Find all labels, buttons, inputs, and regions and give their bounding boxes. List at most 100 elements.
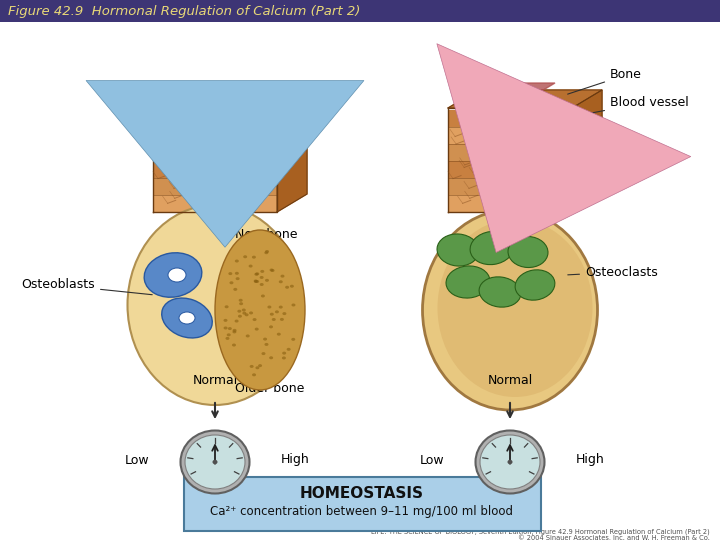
Ellipse shape [235,272,239,275]
Ellipse shape [228,327,232,330]
Ellipse shape [508,237,548,267]
Ellipse shape [265,250,269,253]
Text: Older bone: Older bone [235,373,305,395]
Ellipse shape [292,303,295,307]
Ellipse shape [181,430,250,494]
Text: Normal: Normal [192,374,238,387]
Ellipse shape [508,460,513,464]
Ellipse shape [475,430,544,494]
Polygon shape [185,83,260,92]
Ellipse shape [258,364,262,367]
Text: Blood vessel: Blood vessel [568,96,689,118]
Ellipse shape [233,330,236,333]
Ellipse shape [212,460,217,464]
Bar [153,127,278,144]
Text: Osteoblasts: Osteoblasts [22,279,152,295]
Polygon shape [480,83,555,92]
Ellipse shape [287,348,291,351]
Ellipse shape [254,273,258,276]
Ellipse shape [271,269,274,272]
Ellipse shape [162,298,212,338]
Ellipse shape [270,313,274,316]
Ellipse shape [235,320,238,322]
Ellipse shape [281,275,284,278]
Ellipse shape [280,318,284,321]
FancyBboxPatch shape [0,0,720,22]
Ellipse shape [239,299,243,302]
Ellipse shape [228,272,233,275]
Ellipse shape [238,315,242,318]
Ellipse shape [261,294,265,298]
Ellipse shape [168,268,186,282]
Ellipse shape [253,318,256,321]
Ellipse shape [246,334,250,338]
Ellipse shape [249,312,253,314]
Ellipse shape [267,306,271,308]
Bar [153,144,278,161]
Ellipse shape [255,280,259,283]
Ellipse shape [269,268,274,272]
Ellipse shape [446,266,490,298]
Polygon shape [448,90,602,108]
Text: Figure 42.9  Hormonal Regulation of Calcium (Part 2): Figure 42.9 Hormonal Regulation of Calci… [8,4,361,17]
Text: Low: Low [125,454,149,467]
Ellipse shape [423,210,598,410]
Ellipse shape [238,310,241,313]
FancyBboxPatch shape [206,121,224,203]
Text: Ca²⁺ concentration between 9–11 mg/100 ml blood: Ca²⁺ concentration between 9–11 mg/100 m… [210,505,513,518]
Ellipse shape [276,333,281,336]
Bar [153,178,278,195]
Ellipse shape [292,338,295,341]
Ellipse shape [256,272,259,275]
Ellipse shape [261,352,266,355]
Bar [448,161,573,178]
Ellipse shape [144,253,202,297]
Text: New bone: New bone [235,228,297,262]
Text: LIFE: THE SCIENCE OF BIOLOGY, Seventh Edition, Figure 42.9 Hormonal Regulation o: LIFE: THE SCIENCE OF BIOLOGY, Seventh Ed… [372,529,710,535]
Ellipse shape [271,318,276,321]
Ellipse shape [230,281,233,284]
Ellipse shape [235,260,239,262]
Ellipse shape [282,356,286,360]
Polygon shape [572,90,602,212]
Ellipse shape [260,276,264,279]
Ellipse shape [290,285,294,288]
Ellipse shape [263,338,267,341]
Bar [153,161,278,178]
Ellipse shape [438,219,593,397]
FancyBboxPatch shape [501,121,519,203]
Ellipse shape [269,326,273,328]
Ellipse shape [245,313,248,316]
FancyBboxPatch shape [478,93,542,115]
Ellipse shape [255,328,258,330]
Ellipse shape [480,435,540,489]
Ellipse shape [252,373,256,376]
Ellipse shape [233,288,238,291]
Ellipse shape [260,283,264,286]
Polygon shape [153,90,307,108]
Ellipse shape [515,270,555,300]
Text: High: High [576,454,605,467]
Bar [448,144,573,161]
Ellipse shape [225,337,230,340]
Text: HOMEOSTASIS: HOMEOSTASIS [300,487,424,502]
Text: High: High [281,454,310,467]
Text: Normal: Normal [487,374,533,387]
Ellipse shape [225,305,229,308]
Ellipse shape [265,279,269,282]
Ellipse shape [282,312,287,315]
Ellipse shape [243,312,246,315]
Ellipse shape [437,234,479,266]
FancyBboxPatch shape [184,477,541,531]
Ellipse shape [242,308,246,312]
Bar [448,110,573,127]
Ellipse shape [264,343,269,346]
Ellipse shape [256,366,259,369]
Ellipse shape [252,255,256,259]
Ellipse shape [233,329,237,332]
Bar [448,195,573,212]
Ellipse shape [179,312,195,324]
Ellipse shape [248,265,253,268]
Ellipse shape [275,310,279,313]
Ellipse shape [239,302,243,305]
